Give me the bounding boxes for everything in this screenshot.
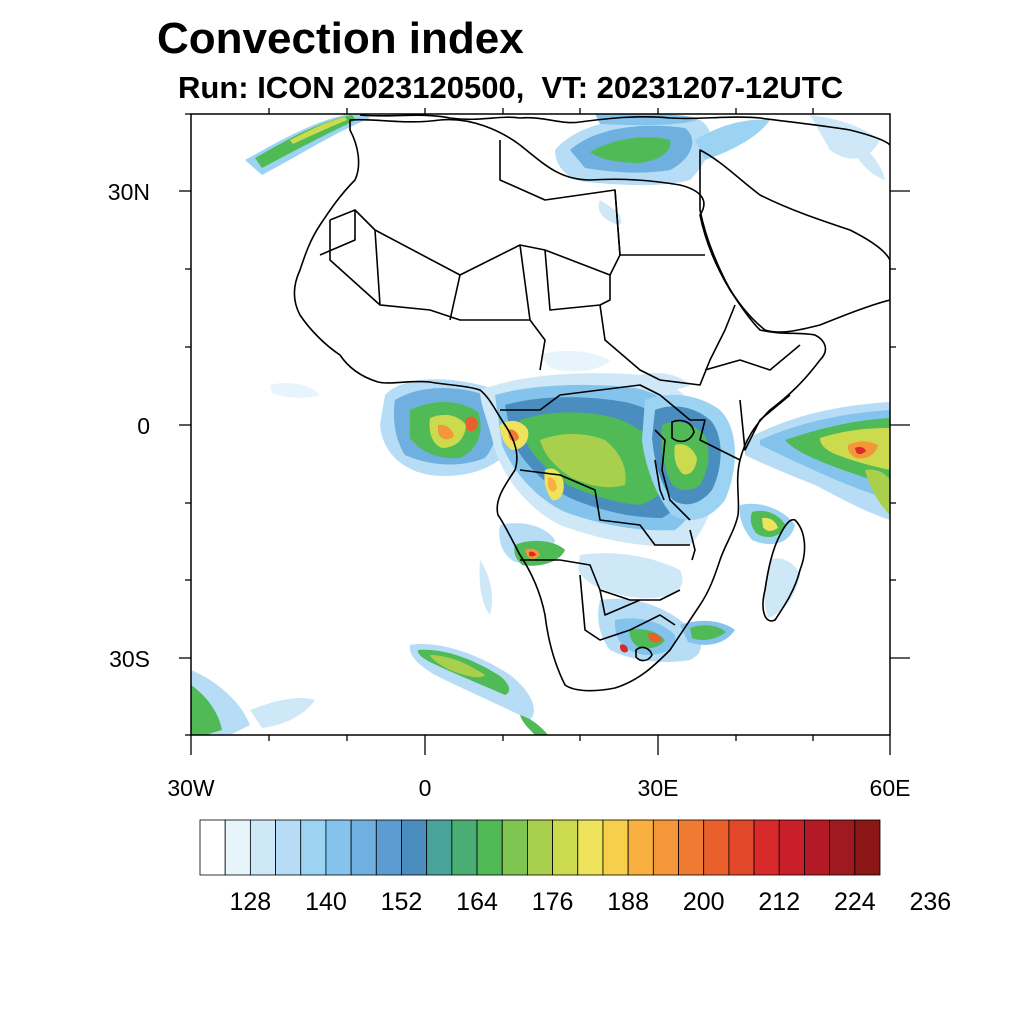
colorbar-box [728, 819, 755, 876]
border-somalia [739, 394, 791, 451]
colorbar-label: 236 [909, 888, 952, 916]
colorbar-box [778, 819, 805, 876]
colorbar-box [426, 819, 453, 876]
border-mauritania [319, 209, 356, 256]
lon-label-60e: 60E [869, 775, 911, 801]
field-sahel-scattered [270, 140, 885, 398]
convection-field [191, 114, 890, 735]
lon-label-30w: 30W [167, 775, 215, 801]
lat-label-0: 0 [137, 413, 150, 439]
colorbar-box [577, 819, 604, 876]
border-south-africa [579, 574, 676, 641]
colorbar-box [501, 819, 528, 876]
colorbar-box [804, 819, 831, 876]
chart-subtitle: Run: ICON 2023120500, VT: 20231207-12UTC [178, 70, 844, 105]
lon-label-0: 0 [418, 775, 432, 801]
coastlines-borders [293, 114, 890, 692]
lon-label-30e: 30E [637, 775, 679, 801]
border-mali [374, 229, 381, 306]
border-lakes [654, 429, 691, 521]
colorbar-box [199, 819, 226, 876]
lesotho [635, 646, 653, 662]
colorbar-label: 128 [229, 888, 272, 916]
europe-coastline [359, 114, 890, 146]
field-mediterranean [555, 114, 711, 225]
arabia-coastline [699, 149, 890, 333]
border-libya-egypt [614, 189, 621, 256]
colorbar-box [703, 819, 730, 876]
field-indian-ocean [745, 402, 890, 520]
africa-coastline [293, 118, 827, 692]
lake-tanganyika [654, 459, 665, 501]
madagascar-coastline [762, 518, 806, 622]
border-congo-south [519, 469, 690, 546]
lat-label-30n: 30N [107, 179, 150, 205]
lake-victoria [671, 419, 695, 443]
colorbar-box [350, 819, 377, 876]
field-south-atlantic [191, 560, 548, 735]
map-panel [179, 108, 910, 755]
border-botswana [599, 589, 641, 616]
colorbar-box [375, 819, 402, 876]
border-niger [449, 274, 461, 321]
colorbar-box [678, 819, 705, 876]
colorbar-box [249, 819, 276, 876]
colorbar-box [552, 819, 579, 876]
lake-malawi [689, 529, 696, 561]
border-congo [500, 384, 661, 411]
lat-label-30s: 30S [109, 646, 150, 672]
border-sudan [599, 304, 736, 386]
colorbar-label: 188 [607, 888, 649, 916]
axis-ticks [179, 108, 910, 755]
border-north-africa [354, 209, 705, 276]
colorbar-label: 176 [531, 888, 574, 916]
colorbar-box [652, 819, 679, 876]
border-east-africa [659, 394, 741, 461]
colorbar-box [224, 819, 251, 876]
colorbar-label: 152 [380, 888, 423, 916]
colorbar-box [829, 819, 856, 876]
colorbar-box [602, 819, 629, 876]
field-nw-atlantic-band [245, 114, 370, 175]
colorbar-label: 212 [758, 888, 801, 916]
colorbar-label: 200 [682, 888, 725, 916]
colorbar-box [451, 819, 478, 876]
colorbar-box [275, 819, 302, 876]
border-chad [519, 244, 531, 321]
colorbar-label: 140 [305, 888, 347, 916]
colorbar-label: 164 [456, 888, 498, 916]
colorbar-label: 224 [833, 888, 876, 916]
colorbar-box [527, 819, 553, 876]
colorbar-box [753, 819, 780, 876]
field-east-africa [642, 394, 735, 520]
colorbar-box [401, 819, 428, 876]
colorbar-box [854, 819, 881, 876]
colorbar-box [300, 819, 327, 876]
colorbar-box [627, 819, 654, 876]
border-west-africa [329, 220, 546, 371]
colorbar-box [325, 819, 352, 876]
chart-title: Convection index [157, 14, 524, 63]
border-ethiopia [704, 344, 801, 371]
field-southern-africa [499, 523, 735, 662]
colorbar-box [476, 819, 503, 876]
